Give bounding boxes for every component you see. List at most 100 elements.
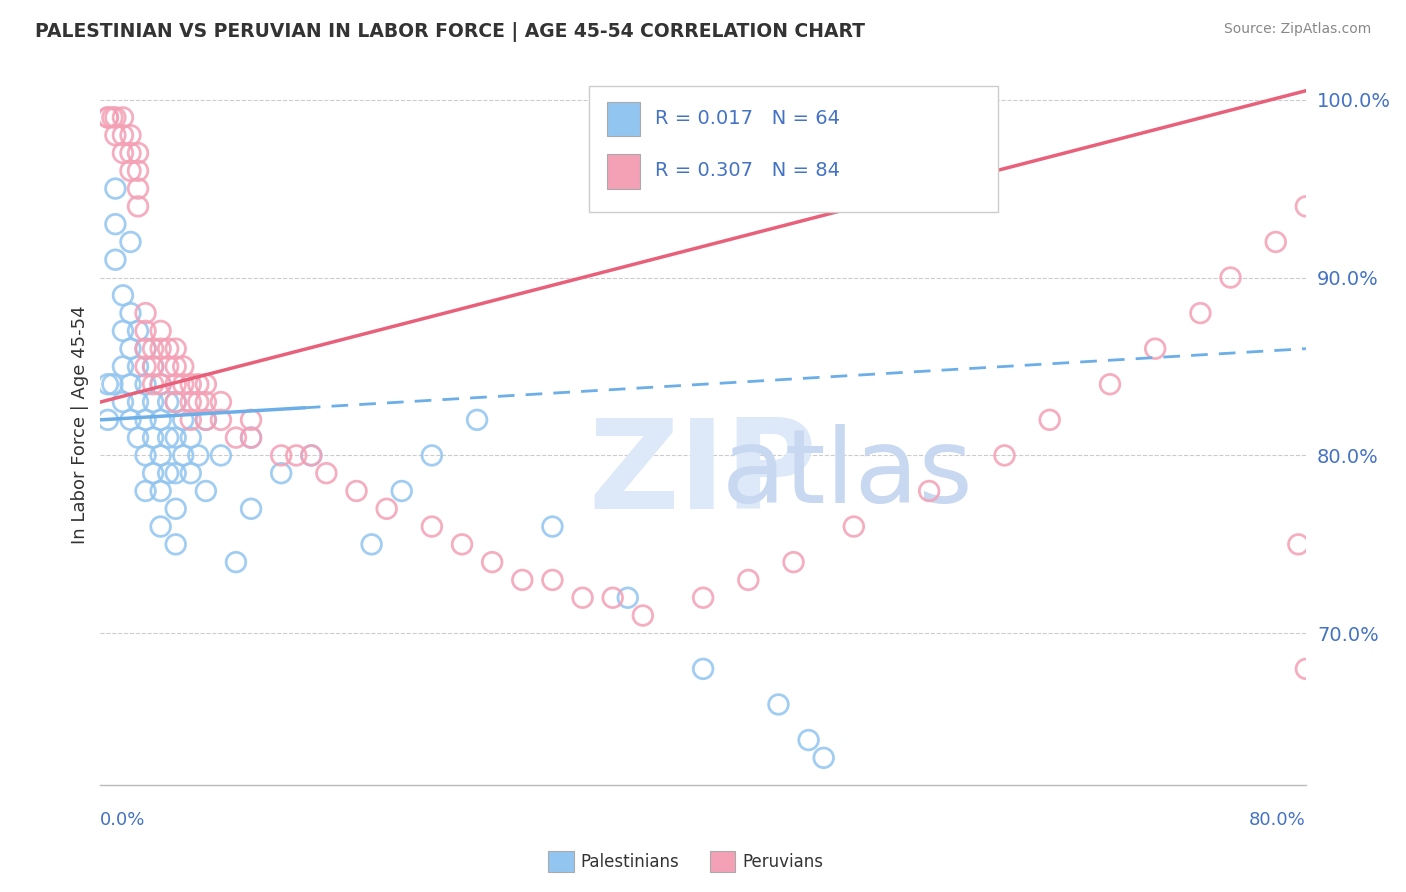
Point	[149, 377, 172, 392]
Point	[172, 359, 194, 374]
Point	[127, 395, 149, 409]
Point	[541, 573, 564, 587]
Point	[149, 342, 172, 356]
Point	[165, 359, 187, 374]
Point	[127, 146, 149, 161]
Point	[157, 359, 180, 374]
Point	[299, 449, 322, 463]
Point	[142, 359, 165, 374]
Point	[299, 449, 322, 463]
Point	[842, 519, 865, 533]
Point	[1324, 146, 1347, 161]
Point	[240, 501, 263, 516]
Point	[481, 555, 503, 569]
Point	[194, 395, 217, 409]
Point	[180, 395, 202, 409]
Text: Palestinians: Palestinians	[581, 853, 679, 871]
Point	[142, 342, 165, 356]
Point	[111, 111, 134, 125]
Point	[97, 111, 120, 125]
Point	[510, 573, 533, 587]
Point	[187, 449, 209, 463]
Point	[240, 431, 263, 445]
Point	[172, 413, 194, 427]
Point	[142, 359, 165, 374]
Point	[240, 431, 263, 445]
Point	[1039, 413, 1062, 427]
Point	[111, 128, 134, 143]
Point	[157, 342, 180, 356]
Point	[225, 431, 247, 445]
Point	[127, 163, 149, 178]
Point	[149, 449, 172, 463]
Point	[225, 555, 247, 569]
Point	[101, 111, 124, 125]
Point	[149, 519, 172, 533]
Point	[120, 235, 142, 249]
Point	[135, 342, 157, 356]
Point	[149, 413, 172, 427]
Text: R = 0.017   N = 64: R = 0.017 N = 64	[655, 109, 839, 128]
Text: atlas: atlas	[721, 425, 974, 525]
Point	[420, 519, 443, 533]
Point	[172, 377, 194, 392]
Point	[692, 591, 714, 605]
Point	[240, 413, 263, 427]
Point	[194, 483, 217, 498]
Point	[127, 359, 149, 374]
Point	[270, 449, 292, 463]
Point	[135, 413, 157, 427]
Point	[692, 662, 714, 676]
Point	[135, 342, 157, 356]
Point	[149, 483, 172, 498]
Point	[541, 519, 564, 533]
Point	[120, 377, 142, 392]
Point	[97, 111, 120, 125]
Point	[420, 449, 443, 463]
Point	[120, 163, 142, 178]
Point	[111, 146, 134, 161]
Point	[111, 324, 134, 338]
Point	[315, 466, 337, 480]
Point	[465, 413, 488, 427]
Point	[120, 146, 142, 161]
Point	[209, 449, 232, 463]
Point	[157, 431, 180, 445]
Text: ZIP: ZIP	[589, 414, 817, 535]
Point	[194, 377, 217, 392]
Point	[631, 608, 654, 623]
Point	[1340, 128, 1362, 143]
Point	[104, 217, 127, 231]
FancyBboxPatch shape	[606, 154, 640, 189]
Point	[165, 395, 187, 409]
Point	[194, 413, 217, 427]
Point	[451, 537, 474, 551]
Point	[180, 431, 202, 445]
Point	[135, 377, 157, 392]
Point	[172, 449, 194, 463]
Point	[111, 359, 134, 374]
Point	[285, 449, 308, 463]
Point	[165, 537, 187, 551]
Point	[120, 128, 142, 143]
Point	[602, 591, 624, 605]
Point	[135, 324, 157, 338]
Point	[104, 252, 127, 267]
Point	[993, 449, 1015, 463]
Point	[1369, 93, 1392, 107]
Point	[104, 111, 127, 125]
FancyBboxPatch shape	[589, 86, 998, 211]
Point	[104, 181, 127, 195]
Point	[135, 449, 157, 463]
Point	[180, 466, 202, 480]
Text: Peruvians: Peruvians	[742, 853, 824, 871]
Point	[142, 431, 165, 445]
Point	[1098, 377, 1121, 392]
Point	[127, 199, 149, 213]
Y-axis label: In Labor Force | Age 45-54: In Labor Force | Age 45-54	[72, 305, 89, 543]
Text: 0.0%: 0.0%	[100, 811, 146, 830]
Point	[127, 431, 149, 445]
Point	[111, 288, 134, 302]
Point	[187, 395, 209, 409]
Point	[737, 573, 759, 587]
